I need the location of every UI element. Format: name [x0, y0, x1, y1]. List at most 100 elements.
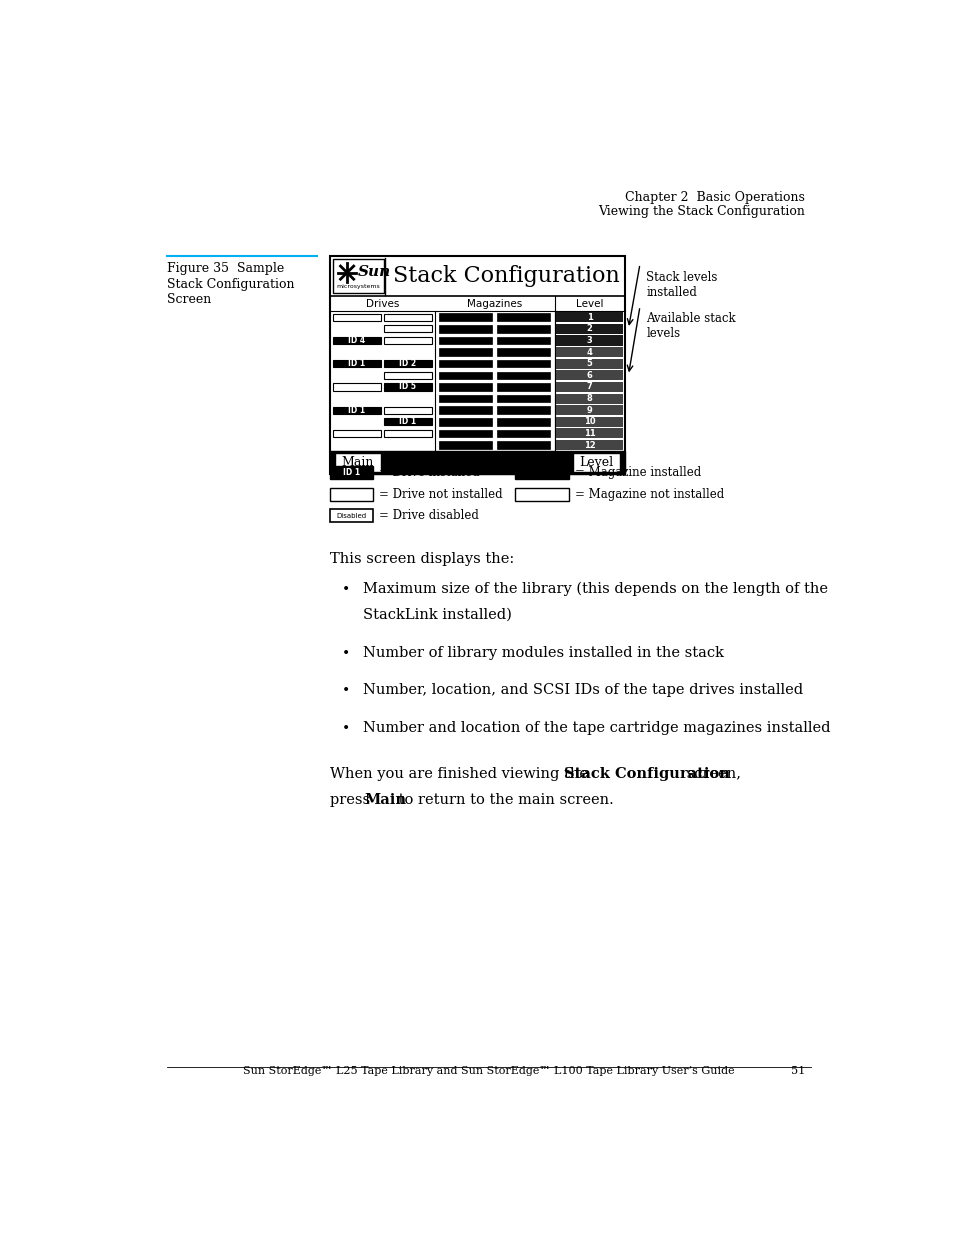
Text: Stack Configuration: Stack Configuration [393, 266, 618, 287]
Text: Drives: Drives [365, 299, 398, 309]
Bar [514, 488, 568, 501]
Bar [383, 406, 431, 414]
Bar [556, 382, 622, 391]
Bar [573, 453, 619, 472]
Bar [556, 347, 622, 357]
Text: Figure 35  Sample: Figure 35 Sample [167, 262, 284, 275]
Bar [333, 314, 380, 321]
Bar [439, 406, 492, 414]
Text: Level: Level [579, 456, 613, 469]
Bar [497, 430, 550, 437]
Text: 11: 11 [583, 429, 595, 438]
Bar [497, 337, 550, 345]
Text: press: press [330, 793, 375, 806]
Bar [333, 337, 380, 345]
Text: This screen displays the:: This screen displays the: [330, 552, 514, 567]
Text: Magazines: Magazines [467, 299, 522, 309]
Text: Maximum size of the library (this depends on the length of the: Maximum size of the library (this depend… [362, 582, 827, 597]
Bar [330, 451, 624, 474]
Bar [333, 361, 380, 367]
Bar [439, 348, 492, 356]
Text: Screen: Screen [167, 293, 212, 306]
Text: •: • [341, 646, 350, 659]
Text: 2: 2 [586, 325, 592, 333]
Bar [556, 440, 622, 450]
Text: Stack Configuration: Stack Configuration [167, 278, 294, 290]
Text: 4: 4 [586, 347, 592, 357]
Bar [556, 324, 622, 333]
Text: 5: 5 [586, 359, 592, 368]
Bar [556, 358, 622, 369]
Bar [497, 348, 550, 356]
Text: Stack Configuration: Stack Configuration [563, 767, 729, 781]
Bar [439, 314, 492, 321]
Bar [333, 259, 383, 293]
Text: Main: Main [341, 456, 374, 469]
Bar [439, 430, 492, 437]
Bar [330, 488, 373, 501]
Text: Sun StorEdge™ L25 Tape Library and Sun StorEdge™ L100 Tape Library User’s Guide: Sun StorEdge™ L25 Tape Library and Sun S… [243, 1066, 734, 1076]
Text: Chapter 2  Basic Operations: Chapter 2 Basic Operations [624, 191, 804, 205]
Bar [497, 441, 550, 448]
Text: ID 1: ID 1 [348, 405, 365, 415]
Bar [330, 256, 624, 474]
Text: = Magazine installed: = Magazine installed [575, 467, 700, 479]
Bar [497, 325, 550, 332]
Bar [556, 405, 622, 415]
Bar [383, 361, 431, 367]
Bar [556, 416, 622, 427]
Bar [497, 406, 550, 414]
Bar [383, 325, 431, 332]
Text: ID 5: ID 5 [398, 383, 416, 391]
Bar [383, 430, 431, 437]
Bar [497, 383, 550, 390]
Bar [497, 417, 550, 426]
Text: = Drive installed: = Drive installed [378, 467, 479, 479]
Bar [330, 509, 373, 522]
Bar [439, 372, 492, 379]
Bar [556, 370, 622, 380]
Bar [497, 314, 550, 321]
Text: StackLink installed): StackLink installed) [362, 608, 511, 622]
Text: 1: 1 [586, 312, 592, 322]
Text: screen,: screen, [681, 767, 740, 781]
Text: microsystems: microsystems [336, 284, 380, 289]
Text: ID 1: ID 1 [348, 359, 365, 368]
Text: •: • [341, 582, 350, 595]
Text: Level: Level [576, 299, 603, 309]
Bar [556, 312, 622, 322]
Text: Number, location, and SCSI IDs of the tape drives installed: Number, location, and SCSI IDs of the ta… [362, 683, 801, 698]
Text: Sun: Sun [357, 266, 391, 279]
Text: ID 1: ID 1 [398, 417, 416, 426]
Bar [439, 325, 492, 332]
Text: Stack levels
installed: Stack levels installed [645, 272, 717, 299]
Text: Number of library modules installed in the stack: Number of library modules installed in t… [362, 646, 722, 659]
Bar [439, 417, 492, 426]
Bar [333, 430, 380, 437]
Bar [439, 359, 492, 368]
Text: 12: 12 [583, 441, 595, 450]
Text: 7: 7 [586, 383, 592, 391]
Text: 6: 6 [586, 370, 592, 380]
Text: •: • [341, 683, 350, 698]
Text: •: • [341, 721, 350, 735]
Bar [335, 453, 381, 472]
Text: ID 2: ID 2 [398, 359, 416, 368]
Bar [333, 406, 380, 414]
Text: 3: 3 [586, 336, 592, 345]
Bar [383, 383, 431, 390]
Text: 8: 8 [586, 394, 592, 403]
Bar [497, 372, 550, 379]
Bar [556, 429, 622, 438]
Bar [514, 466, 568, 479]
Bar [383, 419, 431, 425]
Text: Viewing the Stack Configuration: Viewing the Stack Configuration [598, 205, 804, 217]
Bar [556, 394, 622, 404]
Text: Number and location of the tape cartridge magazines installed: Number and location of the tape cartridg… [362, 721, 829, 735]
Bar [383, 337, 431, 345]
Text: = Drive disabled: = Drive disabled [378, 509, 478, 522]
Bar [439, 395, 492, 403]
Bar [556, 336, 622, 346]
Bar [330, 466, 373, 479]
Text: Available stack
levels: Available stack levels [645, 312, 735, 340]
